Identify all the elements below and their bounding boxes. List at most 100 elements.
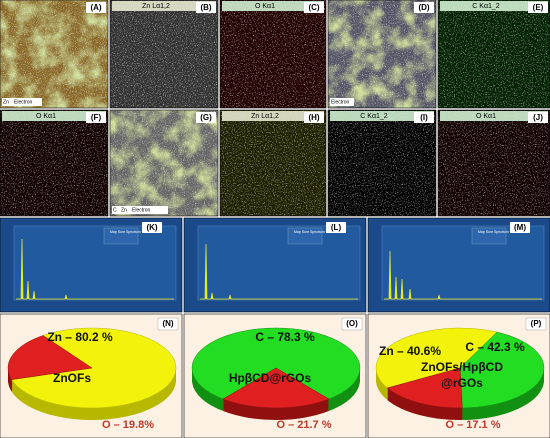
element-map-dots xyxy=(110,110,218,216)
label-box xyxy=(196,112,216,123)
panel-label: (B) xyxy=(200,3,211,12)
legend-box xyxy=(2,98,42,106)
label-box xyxy=(157,317,179,331)
label-box xyxy=(196,2,216,13)
pie-caption: ZnOFs/HpβCD xyxy=(421,360,503,374)
panel-label: (C) xyxy=(308,3,319,12)
slice-label: Zn – 40.6% xyxy=(379,344,441,358)
title-bar xyxy=(222,111,324,121)
plot-area xyxy=(381,225,545,301)
label-box xyxy=(528,112,548,123)
legend-box xyxy=(103,227,139,245)
title-bar xyxy=(112,1,216,11)
element-map-dots xyxy=(328,0,436,108)
title-bar xyxy=(330,111,434,121)
panel-label: (D) xyxy=(418,3,429,12)
slice-label: C – 42.3 % xyxy=(465,340,525,354)
panel-frame xyxy=(109,0,219,109)
panel-frame xyxy=(327,0,437,109)
pie-slice xyxy=(375,327,498,389)
plot-area xyxy=(13,225,177,301)
panel-frame xyxy=(109,109,219,217)
legend-text: Electron xyxy=(14,99,33,105)
element-map-dots xyxy=(220,110,326,216)
panel-label: (K) xyxy=(146,223,157,232)
slice-label: O – 17.1 % xyxy=(445,419,500,431)
panel-label: (E) xyxy=(533,3,544,12)
panel-label: (N) xyxy=(162,319,173,328)
panel-title: C Kα1_2 xyxy=(472,3,500,10)
label-box xyxy=(326,222,346,233)
label-box xyxy=(86,112,106,123)
legend-text: Zn xyxy=(3,99,9,105)
panel-label: (H) xyxy=(308,113,319,122)
legend-text: Electron xyxy=(132,207,151,213)
label-box xyxy=(341,317,363,331)
panel-label: (L) xyxy=(331,223,342,232)
panel-label: (O) xyxy=(346,319,358,328)
panel-frame xyxy=(219,0,327,109)
panel-frame xyxy=(437,109,550,217)
pie-slice xyxy=(386,367,463,409)
panel-frame xyxy=(0,109,109,217)
spectrum-legend: Map Sum Spectrum xyxy=(110,230,141,234)
panel-frame xyxy=(327,109,437,217)
legend-box xyxy=(112,206,168,214)
pie-caption: HpβCD@rGOs xyxy=(229,371,312,385)
panel-title: O Kα1 xyxy=(476,113,496,120)
label-box xyxy=(142,222,162,233)
panel-frame xyxy=(219,109,327,217)
pie-slice xyxy=(7,335,93,380)
panel-frame xyxy=(437,0,550,109)
spectrum-trace xyxy=(16,238,174,300)
panel-label: (G) xyxy=(200,113,212,122)
title-bar xyxy=(440,111,548,121)
pie-slice xyxy=(11,327,177,409)
spectrum-trace xyxy=(200,243,358,300)
label-box xyxy=(528,2,548,13)
spectrum-trace xyxy=(384,250,542,300)
pie-slice xyxy=(191,327,361,400)
label-box xyxy=(414,2,434,13)
element-map-dots xyxy=(220,0,326,108)
panel-label: (F) xyxy=(91,113,102,122)
panel-title: C Kα1_2 xyxy=(360,113,388,120)
panel-label: (M) xyxy=(514,223,526,232)
slice-label: O – 19.8% xyxy=(102,419,154,431)
panel-title: O Kα1 xyxy=(36,113,56,120)
element-map-dots xyxy=(438,0,550,108)
legend-text: Zn xyxy=(121,207,127,213)
panel-label: (J) xyxy=(533,113,543,122)
element-map-dots xyxy=(438,110,550,216)
panel-label: (P) xyxy=(531,319,542,328)
slice-label: O – 21.7 % xyxy=(276,419,331,431)
legend-text: Electron xyxy=(331,99,350,105)
title-bar xyxy=(2,111,106,121)
legend-box xyxy=(330,98,354,106)
panel-title: Zn Lα1,2 xyxy=(142,3,170,10)
element-map-dots xyxy=(0,0,108,108)
spectrum-legend: Map Sum Spectrum xyxy=(478,230,509,234)
pie-caption: ZnOFs xyxy=(53,371,91,385)
label-box xyxy=(86,2,106,13)
plot-area xyxy=(197,225,361,301)
slice-label: Zn – 80.2 % xyxy=(47,330,113,344)
label-box xyxy=(510,222,530,233)
element-map-dots xyxy=(328,110,436,216)
element-map-dots xyxy=(110,0,218,108)
panel-label: (I) xyxy=(420,113,428,122)
legend-box xyxy=(471,227,507,245)
title-bar xyxy=(222,1,324,11)
label-box xyxy=(525,317,547,331)
pie-slice xyxy=(459,331,545,409)
panel-title: O Kα1 xyxy=(255,3,275,10)
panel-label: (A) xyxy=(90,3,101,12)
pie-caption: @rGOs xyxy=(441,376,483,390)
spectrum-legend: Map Sum Spectrum xyxy=(294,230,325,234)
panel-title: Zn Lα1,2 xyxy=(251,113,279,120)
pie-slice xyxy=(222,367,330,409)
label-box xyxy=(304,2,324,13)
title-bar xyxy=(440,1,548,11)
slice-label: C – 78.3 % xyxy=(255,330,315,344)
